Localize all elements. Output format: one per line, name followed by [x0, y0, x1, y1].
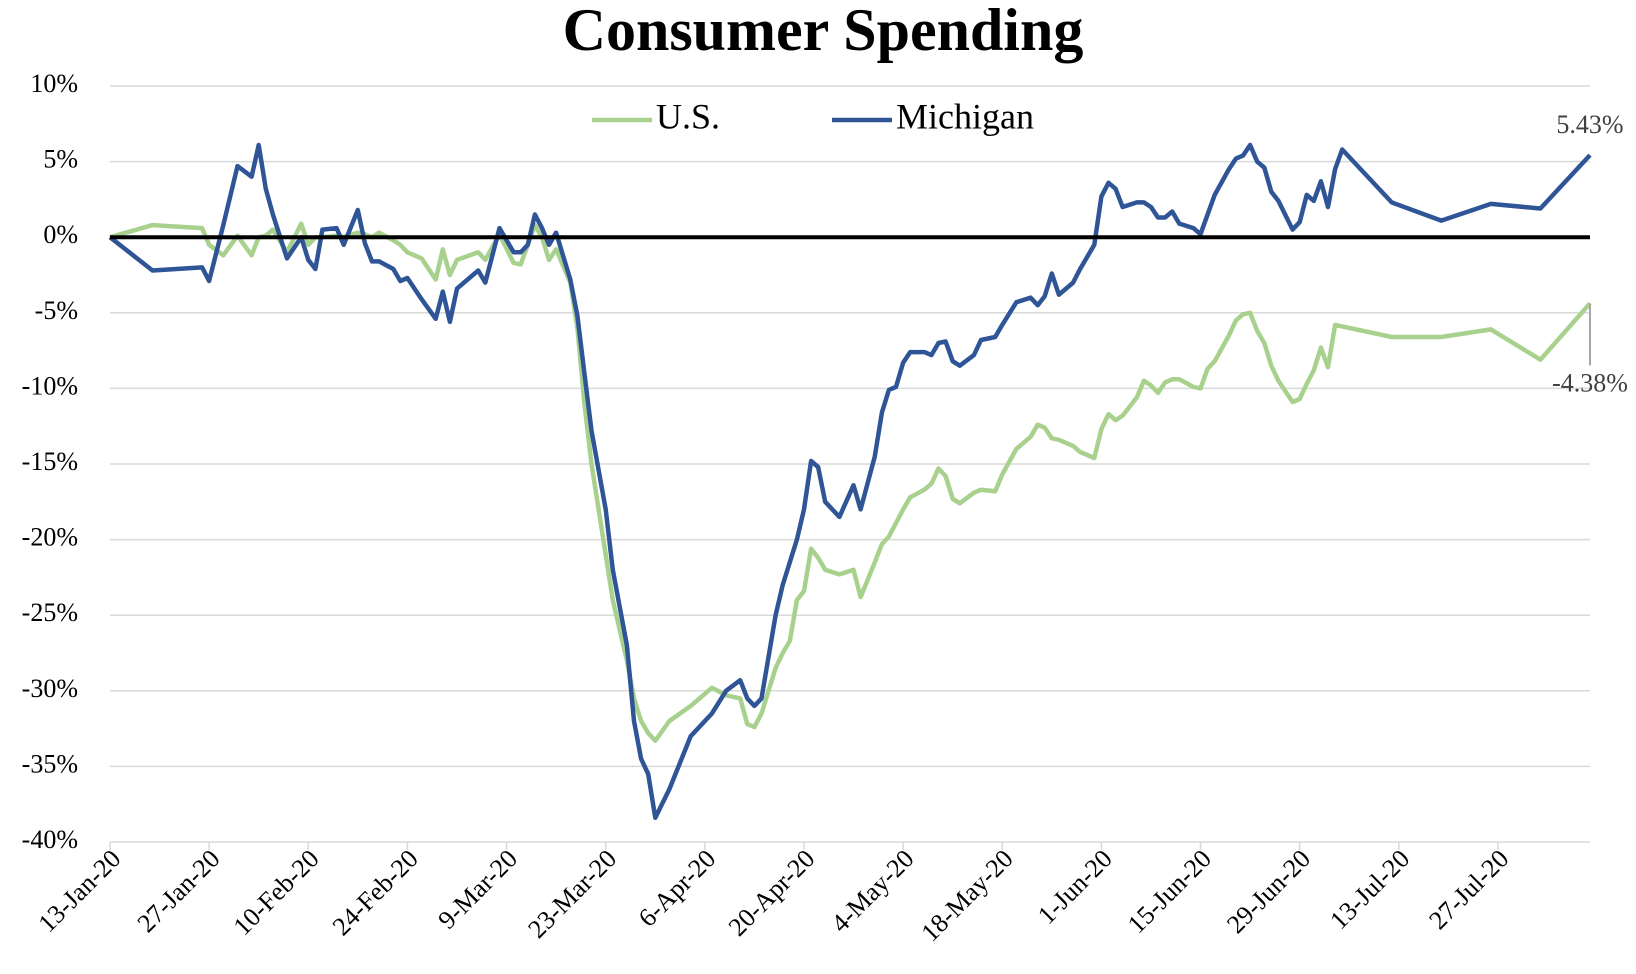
x-tick-label: 13-Jul-20 — [1324, 844, 1415, 935]
x-tick-label: 10-Feb-20 — [228, 844, 325, 941]
legend-label: Michigan — [896, 96, 1034, 136]
annotation: -4.38% — [1552, 368, 1628, 397]
line-series — [109, 221, 1592, 743]
line-series — [108, 142, 1592, 821]
y-tick-label: -5% — [35, 296, 78, 325]
x-tick-label: 23-Mar-20 — [522, 844, 622, 944]
x-tick-label: 9-Mar-20 — [432, 844, 523, 935]
y-tick-label: -30% — [22, 674, 78, 703]
x-tick-label: 18-May-20 — [915, 844, 1018, 947]
y-tick-label: -20% — [22, 523, 78, 552]
x-tick-label: 13-Jan-20 — [32, 844, 126, 938]
y-tick-label: -35% — [22, 749, 78, 778]
x-tick-label: 6-Apr-20 — [633, 844, 722, 933]
x-tick-label: 27-Jan-20 — [132, 844, 226, 938]
y-tick-label: 10% — [30, 69, 78, 98]
x-tick-label: 27-Jul-20 — [1423, 844, 1514, 935]
x-tick-label: 15-Jun-20 — [1122, 844, 1217, 939]
y-tick-label: 5% — [43, 145, 78, 174]
x-tick-label: 24-Feb-20 — [327, 844, 424, 941]
y-tick-label: 0% — [43, 220, 78, 249]
x-tick-label: 20-Apr-20 — [723, 844, 821, 942]
y-tick-label: -10% — [22, 371, 78, 400]
chart-title: Consumer Spending — [563, 0, 1084, 63]
x-tick-label: 4-May-20 — [826, 844, 920, 938]
x-tick-label: 29-Jun-20 — [1221, 844, 1316, 939]
legend-label: U.S. — [656, 96, 720, 136]
y-tick-label: -15% — [22, 447, 78, 476]
annotation: 5.43% — [1556, 110, 1623, 139]
y-tick-label: -40% — [22, 825, 78, 854]
y-tick-label: -25% — [22, 598, 78, 627]
x-tick-label: 1-Jun-20 — [1032, 844, 1118, 930]
